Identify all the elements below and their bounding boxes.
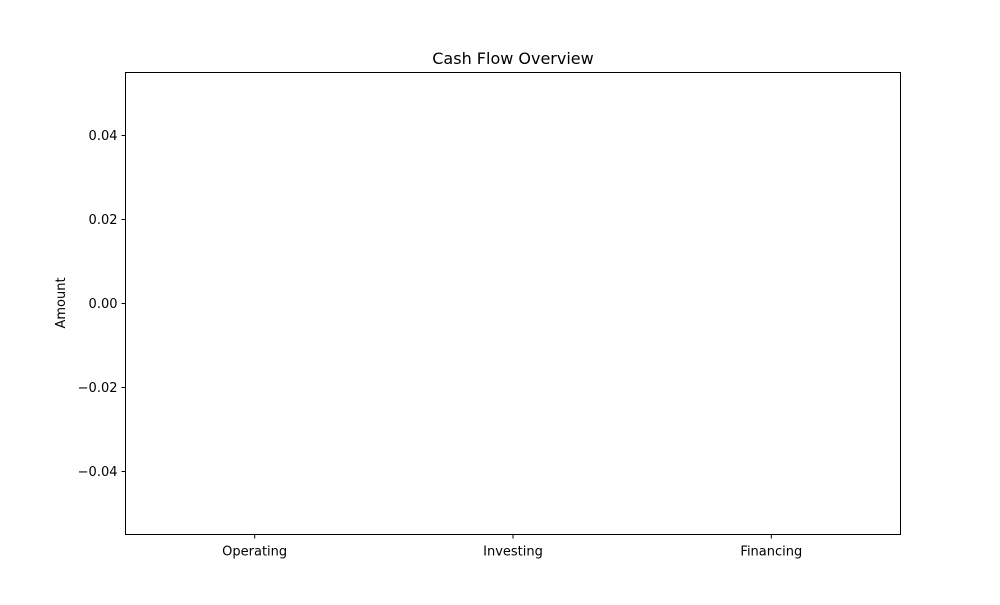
y-tick-label: 0.02 [89,213,118,228]
x-tick-label: Operating [222,545,287,560]
y-axis-ticks: 0.04 0.02 0.00 −0.02 −0.04 [78,129,126,480]
x-axis-ticks: Operating Investing Financing [222,534,802,560]
chart-title: Cash Flow Overview [432,49,593,68]
plot-area-frame [125,72,901,535]
x-tick-label: Investing [483,545,543,560]
y-tick-label: 0.00 [89,297,118,312]
y-tick-label: −0.02 [78,381,118,396]
x-tick-label: Financing [740,545,802,560]
y-axis-label: Amount [54,277,69,328]
y-tick-label: −0.04 [78,465,118,480]
y-tick-label: 0.04 [89,129,118,144]
